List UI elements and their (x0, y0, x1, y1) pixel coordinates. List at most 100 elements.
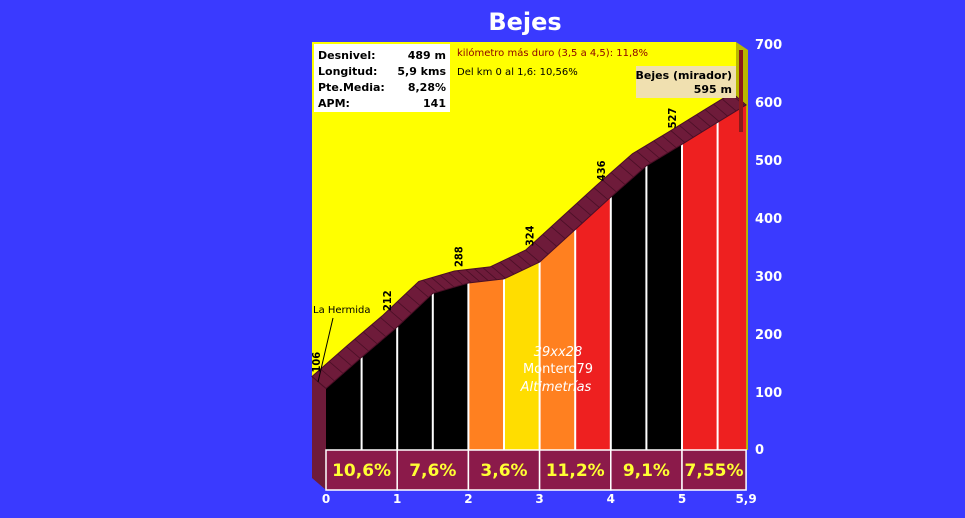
road-texture (345, 346, 361, 359)
altitude-label: 106 (310, 352, 323, 373)
km-base-cell (538, 449, 612, 491)
altitude-label: 527 (666, 108, 679, 129)
stat-label-longitud: Longitud: (318, 65, 377, 78)
km-gradient-label: 11,2% (546, 461, 605, 481)
road-texture (380, 317, 395, 330)
km-base-cell (325, 449, 398, 491)
watermark-line2: Montero79 (523, 362, 593, 377)
start-pointer (317, 317, 334, 383)
profile-segment (468, 278, 504, 450)
x-tick-label: 0 (322, 492, 330, 506)
stat-value-apm: 141 (423, 97, 446, 110)
road-texture (371, 324, 387, 337)
profile-segment (610, 165, 647, 451)
axis-layer: 0 100 200 300 400 500 600 700 0 1 2 3 4 5 5,9 (322, 38, 782, 506)
road-texture (439, 274, 455, 288)
start-label: La Hermida (313, 305, 370, 316)
profile-layer: 106 212 288 324 436 527 (310, 92, 747, 490)
road-texture (679, 124, 694, 138)
profile-segment (575, 197, 611, 450)
road-texture (414, 285, 429, 298)
y-tick-label: 0 (755, 443, 764, 458)
road-texture (397, 301, 412, 314)
road-texture (610, 172, 626, 185)
y-tick-label: 700 (755, 38, 782, 53)
road-texture (713, 103, 728, 117)
summit-altitude: 595 m (694, 83, 732, 96)
km-gradient-label: 3,6% (480, 461, 527, 481)
road-texture (593, 187, 609, 201)
km-base-cell (396, 449, 470, 491)
y-tick-label: 200 (755, 328, 782, 343)
km-base-cell (467, 449, 541, 491)
road-texture (405, 293, 421, 306)
altitude-label: 288 (452, 246, 465, 267)
road-texture (422, 279, 438, 293)
stats-box (314, 44, 450, 112)
profile-segment (717, 104, 747, 451)
road-texture (456, 270, 472, 283)
base-layer: 10,6% 7,6% 3,6% 11,2% 9,1% 7,55% (325, 449, 747, 491)
x-tick-label: 2 (464, 492, 472, 506)
road-texture (328, 361, 344, 374)
altitude-label: 436 (595, 160, 608, 181)
x-tick-label: 5 (678, 492, 686, 506)
altitude-label: 212 (381, 290, 394, 311)
stat-label-desnivel: Desnivel: (318, 49, 376, 62)
road-texture (644, 145, 660, 159)
hardest-km-note: kilómetro más duro (3,5 a 4,5): 11,8% (457, 47, 648, 59)
road-texture (448, 272, 463, 285)
road-texture (619, 164, 634, 178)
x-tick-label: 3 (535, 492, 543, 506)
road-texture (354, 338, 369, 352)
road-texture (516, 253, 532, 267)
road-texture (653, 140, 669, 154)
summit-box (636, 66, 736, 98)
road-texture (602, 179, 617, 193)
y-tick-label: 500 (755, 154, 782, 169)
y-tick-label: 100 (755, 386, 782, 401)
road-texture (559, 218, 575, 232)
km-gradient-label: 7,55% (685, 461, 744, 481)
road-texture (696, 114, 711, 128)
km-base-cell (681, 449, 747, 491)
road-texture (474, 268, 489, 281)
watermark-line3: Altimetrías (520, 380, 592, 395)
road-texture (627, 157, 643, 170)
road-texture (576, 203, 592, 216)
road-texture (320, 368, 335, 382)
watermark-line1: 39xx28 (534, 345, 582, 360)
profile-segment (504, 262, 540, 450)
chart-title: Bejes (488, 8, 561, 36)
road-texture (508, 257, 523, 271)
profile-segment (361, 327, 398, 450)
x-tick-label: 5,9 (735, 492, 756, 506)
profile-segment (397, 293, 433, 450)
road-texture (499, 261, 515, 275)
stat-value-longitud: 5,9 kms (397, 65, 446, 78)
road-texture (363, 331, 378, 345)
segment-note: Del km 0 al 1,6: 10,56% (457, 67, 578, 78)
profile-segment (539, 229, 576, 450)
road-texture (662, 135, 677, 149)
stat-value-pte-media: 8,28% (408, 81, 446, 94)
road-texture (533, 241, 549, 255)
road-texture (525, 249, 540, 263)
summit-name: Bejes (mirador) (636, 69, 732, 82)
road-texture (550, 226, 566, 239)
profile-segment (646, 144, 682, 450)
road-texture (670, 130, 686, 143)
road-texture (482, 267, 498, 281)
road-texture (465, 269, 481, 282)
profile-side-face (312, 376, 326, 490)
road-texture (542, 234, 557, 247)
road-texture (687, 119, 703, 133)
summit-marker (739, 50, 743, 132)
km-gradient-label: 10,6% (332, 461, 391, 481)
profile-segment (326, 357, 362, 450)
road-texture (585, 195, 600, 208)
y-tick-label: 300 (755, 270, 782, 285)
profile-segment (432, 282, 469, 450)
road-texture (636, 150, 651, 164)
